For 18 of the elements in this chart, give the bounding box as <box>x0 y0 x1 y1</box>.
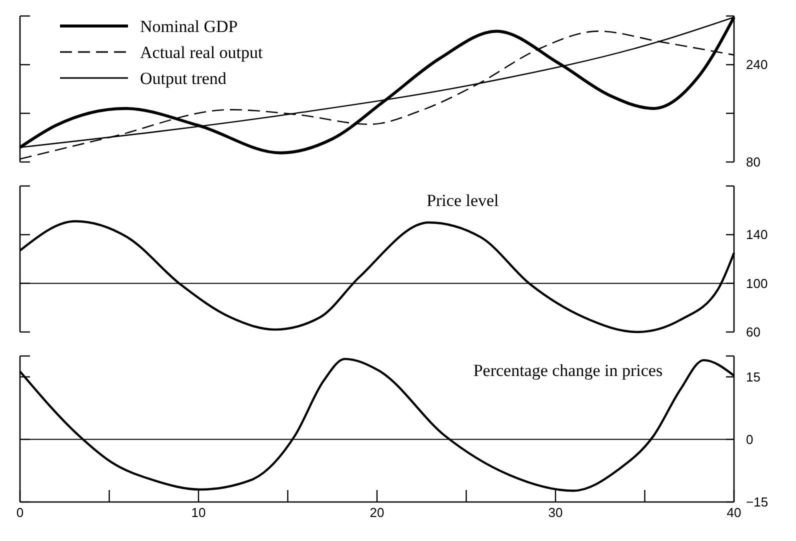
legend-label: Output trend <box>140 68 227 88</box>
y-tick-label: 140 <box>746 227 768 242</box>
y-tick-label: 15 <box>746 369 760 384</box>
x-tick-label: 0 <box>16 505 24 520</box>
chart-title: Price level <box>426 191 500 210</box>
y-tick-label: −15 <box>746 494 768 510</box>
y-tick-label: 0 <box>746 432 754 447</box>
y-tick-label: 100 <box>746 276 768 291</box>
y-tick-label: 240 <box>746 57 768 72</box>
legend-label: Actual real output <box>140 42 264 62</box>
x-tick-label: 10 <box>191 505 206 520</box>
x-tick-label: 30 <box>548 505 563 520</box>
y-tick-label: 80 <box>746 154 760 170</box>
x-tick-label: 20 <box>370 505 384 520</box>
legend-label: Nominal GDP <box>140 16 238 36</box>
x-tick-label: 40 <box>726 505 742 520</box>
chart-title: Percentage change in prices <box>473 361 663 380</box>
y-tick-label: 60 <box>746 324 760 340</box>
